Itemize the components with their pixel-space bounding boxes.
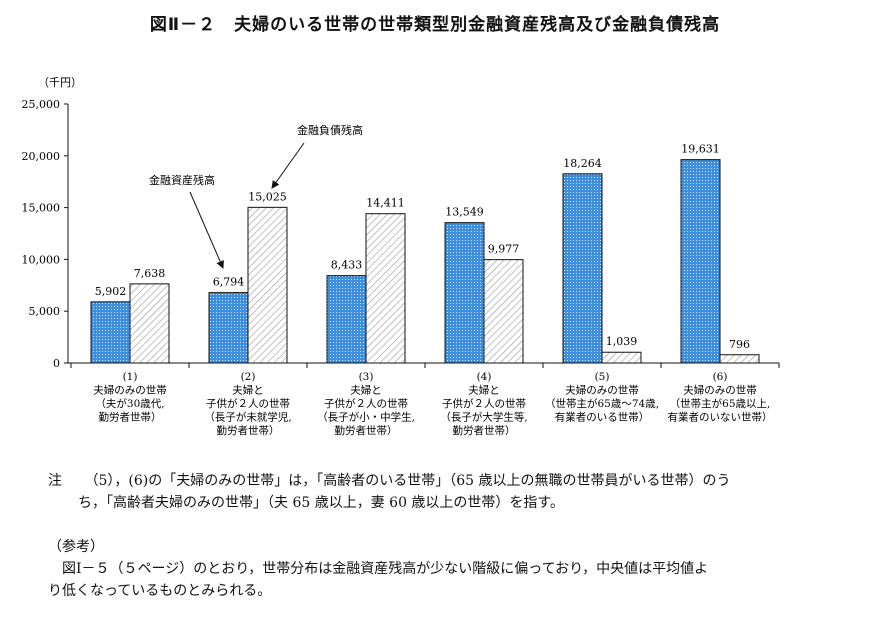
reference-line-2: り低くなっているものとみられる。 (48, 583, 272, 599)
data-label: 19,631 (681, 143, 720, 156)
debt-bar (601, 351, 642, 364)
category-label: （長子が小・中学生, (317, 411, 415, 424)
data-label: 1,039 (606, 335, 638, 348)
asset-bar (326, 275, 367, 364)
asset-bar (90, 301, 131, 364)
category-label: 夫婦のみの世帯 (93, 384, 167, 397)
category-label: 有業者のいる世帯） (555, 411, 650, 424)
note-label: 注 (48, 473, 62, 489)
bar-chart: （千円）05,00010,00015,00020,00025,000(1)夫婦の… (22, 76, 780, 437)
category-label: 勤労者世帯） (453, 424, 516, 437)
data-label: 8,433 (331, 259, 363, 272)
asset-bar (444, 222, 485, 364)
category-label: 夫婦と (468, 385, 500, 397)
note: 注 （5），(6)の「夫婦のみの世帯」は，「高齢者のいる世帯」（65 歳以上の無… (48, 470, 730, 514)
category-label: (6) (713, 371, 728, 383)
reference-line-1: 図Ⅰ－５（５ページ）のとおり，世帯分布は金融資産残高が少ない階級に偏っており，中… (62, 561, 709, 577)
data-label: 18,264 (563, 157, 602, 170)
y-tick-label: 0 (53, 357, 60, 370)
data-label: 13,549 (445, 206, 484, 219)
category-label: 夫婦と (350, 385, 382, 397)
reference: （参考） 図Ⅰ－５（５ページ）のとおり，世帯分布は金融資産残高が少ない階級に偏っ… (48, 536, 708, 602)
asset-bar (680, 159, 721, 364)
category-label: 夫婦のみの世帯 (683, 384, 757, 397)
category-label: 子供が２人の世帯 (442, 397, 526, 410)
y-tick-label: 5,000 (29, 305, 61, 318)
debt-bar (365, 213, 406, 364)
debt-bar (719, 354, 760, 364)
debt-bar (129, 283, 170, 364)
asset-arrow (189, 191, 224, 269)
y-tick-label: 15,000 (22, 202, 61, 215)
category-label: （夫が30歳代, (95, 397, 164, 410)
category-label: （世帯主が65歳以上, (670, 397, 771, 410)
debt-bar (247, 206, 288, 364)
note-line-1: （5），(6)の「夫婦のみの世帯」は，「高齢者のいる世帯」（65 歳以上の無職の… (84, 473, 731, 489)
y-tick-label: 20,000 (22, 150, 61, 163)
category-label: （長子が未就学児, (204, 411, 291, 424)
category-label: 勤労者世帯） (335, 424, 398, 437)
data-label: 6,794 (213, 276, 245, 289)
category-label: 勤労者世帯） (99, 411, 162, 424)
y-unit-label: （千円） (38, 76, 82, 89)
data-label: 5,902 (95, 285, 127, 298)
reference-heading: （参考） (48, 539, 104, 555)
category-label: 夫婦と (232, 385, 264, 397)
category-label: （世帯主が65歳～74歳, (545, 397, 659, 410)
category-label: 勤労者世帯） (217, 424, 280, 437)
asset-bar (208, 292, 249, 364)
data-label: 796 (729, 338, 750, 351)
asset-bar (562, 173, 603, 364)
debt-annotation: 金融負債残高 (297, 123, 363, 137)
category-label: (5) (595, 371, 610, 383)
y-tick-label: 10,000 (22, 253, 61, 266)
category-label: 有業者のいない世帯） (668, 411, 773, 424)
note-line-2: ち，「高齢者夫婦のみの世帯」（夫 65 歳以上，妻 60 歳以上の世帯）を指す。 (78, 495, 565, 511)
category-label: (4) (477, 371, 492, 383)
y-tick-label: 25,000 (22, 98, 61, 111)
category-label: (1) (123, 371, 138, 383)
data-label: 15,025 (248, 190, 287, 203)
asset-annotation: 金融資産残高 (149, 173, 215, 187)
category-label: 子供が２人の世帯 (324, 397, 408, 410)
chart-title: 図Ⅱ－２ 夫婦のいる世帯の世帯類型別金融資産残高及び金融負債残高 (149, 15, 721, 35)
category-label: 子供が２人の世帯 (206, 397, 290, 410)
category-label: (3) (359, 371, 374, 383)
debt-bar (483, 259, 524, 364)
data-label: 7,638 (134, 267, 166, 280)
category-label: (2) (241, 371, 256, 383)
data-label: 9,977 (488, 243, 520, 256)
data-label: 14,411 (366, 197, 405, 210)
debt-arrow (271, 142, 305, 189)
category-label: （長子が大学生等, (440, 411, 527, 424)
category-label: 夫婦のみの世帯 (565, 384, 639, 397)
